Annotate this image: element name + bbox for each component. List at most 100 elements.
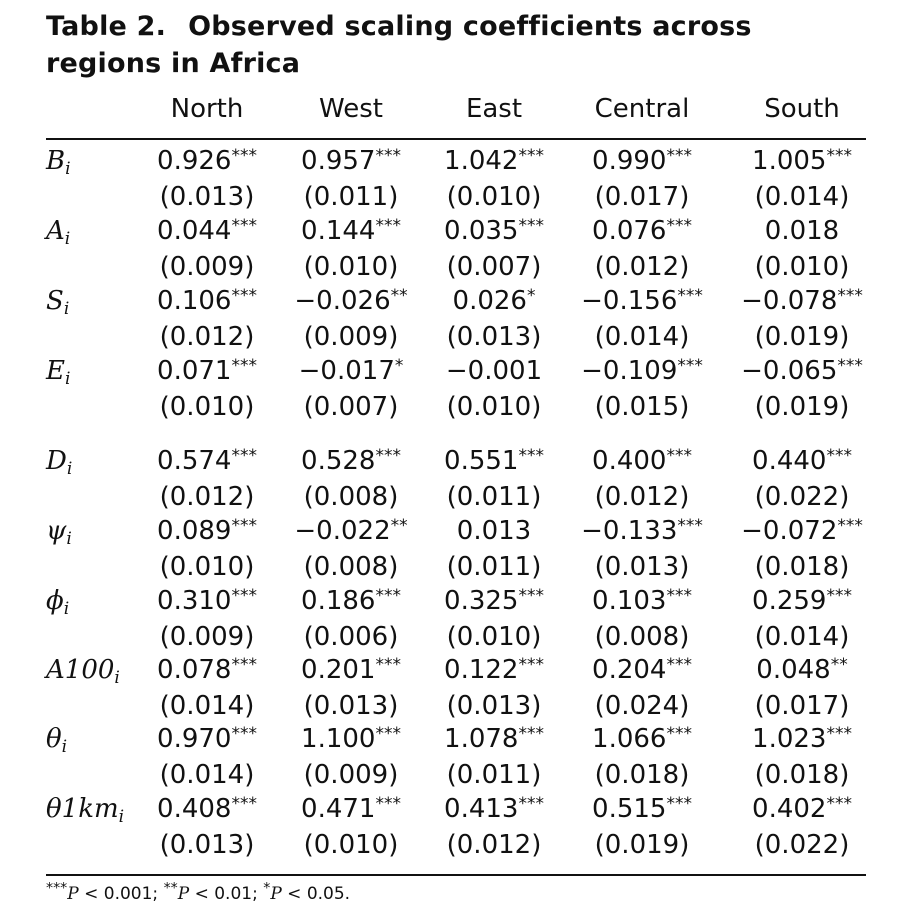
coefficient-cell: 0.325***: [419, 586, 569, 616]
coefficient-cell: −0.017*: [276, 356, 426, 386]
coefficient-cell: 0.440***: [727, 446, 877, 476]
standard-error: (0.017): [594, 182, 690, 212]
coefficient-cell: 1.005***: [727, 146, 877, 176]
coefficient-value: 0.076: [592, 216, 667, 246]
coefficient-cell: 0.044***: [132, 216, 282, 246]
significance-stars: ***: [231, 655, 257, 675]
coefficient-value: −0.001: [445, 356, 543, 386]
column-header-south: South: [764, 94, 840, 124]
row-variable: θ: [46, 724, 62, 754]
significance-stars: ***: [518, 794, 544, 814]
significance-stars: ***: [826, 446, 852, 466]
coefficient-cell: 0.528***: [276, 446, 426, 476]
row-label: ϕi: [46, 586, 69, 619]
coefficient-value: 0.400: [592, 446, 667, 476]
row-subscript: i: [65, 159, 71, 179]
standard-error: (0.017): [754, 691, 850, 721]
coefficient-cell: −0.065***: [727, 356, 877, 386]
standard-error: (0.011): [446, 760, 542, 790]
coefficient-cell: 0.144***: [276, 216, 426, 246]
standard-error: (0.024): [594, 691, 690, 721]
column-header-east: East: [465, 94, 523, 124]
coefficient-cell: 0.103***: [567, 586, 717, 616]
standard-error: (0.015): [594, 392, 690, 422]
significance-stars: ***: [231, 586, 257, 606]
coefficient-value: 0.471: [301, 794, 376, 824]
coefficient-cell: 0.471***: [276, 794, 426, 824]
coefficient-cell: 0.013: [419, 516, 569, 546]
coefficient-cell: 0.018: [727, 216, 877, 246]
significance-stars: ***: [666, 146, 692, 166]
coefficient-value: 0.044: [157, 216, 232, 246]
coefficient-cell: −0.156***: [567, 286, 717, 316]
footnote-stars: *: [263, 880, 271, 896]
table-row: Si 0.106*** (0.012) −0.026** (0.009) 0.026* (0…: [0, 286, 924, 352]
coefficient-value: −0.022: [294, 516, 391, 546]
significance-stars: ***: [518, 446, 544, 466]
significance-stars: ***: [666, 586, 692, 606]
row-label: ψi: [46, 516, 72, 549]
coefficient-value: 0.048: [756, 655, 831, 685]
significance-stars: ***: [666, 794, 692, 814]
coefficient-cell: 1.023***: [727, 724, 877, 754]
significance-stars: ***: [826, 724, 852, 744]
table-row: Ei 0.071*** (0.010) −0.017* (0.007) −0.001 (0.…: [0, 356, 924, 422]
significance-stars: ***: [518, 146, 544, 166]
standard-error: (0.012): [159, 322, 255, 352]
coefficient-value: 0.926: [157, 146, 232, 176]
standard-error: (0.014): [159, 760, 255, 790]
standard-error: (0.010): [159, 392, 255, 422]
standard-error: (0.007): [303, 392, 399, 422]
coefficient-cell: 0.310***: [132, 586, 282, 616]
coefficient-value: 0.574: [157, 446, 232, 476]
standard-error: (0.011): [446, 552, 542, 582]
standard-error: (0.009): [303, 322, 399, 352]
column-header-west: West: [319, 94, 383, 124]
standard-error: (0.014): [754, 622, 850, 652]
coefficient-value: 0.089: [157, 516, 232, 546]
standard-error: (0.019): [754, 322, 850, 352]
coefficient-value: 0.310: [157, 586, 232, 616]
significance-stars: ***: [231, 146, 257, 166]
coefficient-value: 0.204: [592, 655, 667, 685]
significance-stars: *: [394, 356, 404, 376]
row-variable: D: [46, 446, 67, 476]
standard-error: (0.019): [754, 392, 850, 422]
coefficient-cell: 0.035***: [419, 216, 569, 246]
standard-error: (0.022): [754, 830, 850, 860]
coefficient-cell: 0.574***: [132, 446, 282, 476]
footnote-p: P: [270, 883, 282, 904]
significance-stars: ***: [826, 146, 852, 166]
significance-stars: *: [526, 286, 536, 306]
row-variable: ϕ: [46, 586, 64, 616]
significance-stars: ***: [375, 655, 401, 675]
standard-error: (0.022): [754, 482, 850, 512]
coefficient-value: 0.144: [301, 216, 376, 246]
coefficient-value: 0.957: [301, 146, 376, 176]
coefficient-cell: −0.133***: [567, 516, 717, 546]
table-caption: Table 2. Observed scaling coefficients ac…: [46, 8, 876, 82]
coefficient-value: 0.186: [301, 586, 376, 616]
standard-error: (0.010): [159, 552, 255, 582]
coefficient-cell: 0.402***: [727, 794, 877, 824]
coefficient-value: 0.515: [592, 794, 667, 824]
coefficient-value: 1.078: [444, 724, 519, 754]
row-subscript: i: [63, 599, 70, 619]
significance-stars: ***: [666, 724, 692, 744]
standard-error: (0.010): [446, 392, 542, 422]
coefficient-value: −0.156: [581, 286, 678, 316]
footnote-stars: ***: [46, 880, 68, 896]
standard-error: (0.008): [303, 482, 399, 512]
coefficient-cell: 0.957***: [276, 146, 426, 176]
coefficient-value: −0.065: [741, 356, 838, 386]
row-label: Ai: [46, 216, 70, 249]
significance-stars: **: [390, 516, 408, 536]
coefficient-value: 0.103: [592, 586, 667, 616]
footnote-threshold: 0.01;: [214, 883, 258, 904]
table-number: Table 2.: [46, 11, 167, 42]
coefficient-value: 1.023: [752, 724, 827, 754]
coefficient-value: 0.325: [444, 586, 519, 616]
significance-stars: ***: [375, 146, 401, 166]
row-variable: E: [46, 356, 65, 386]
coefficient-cell: −0.072***: [727, 516, 877, 546]
